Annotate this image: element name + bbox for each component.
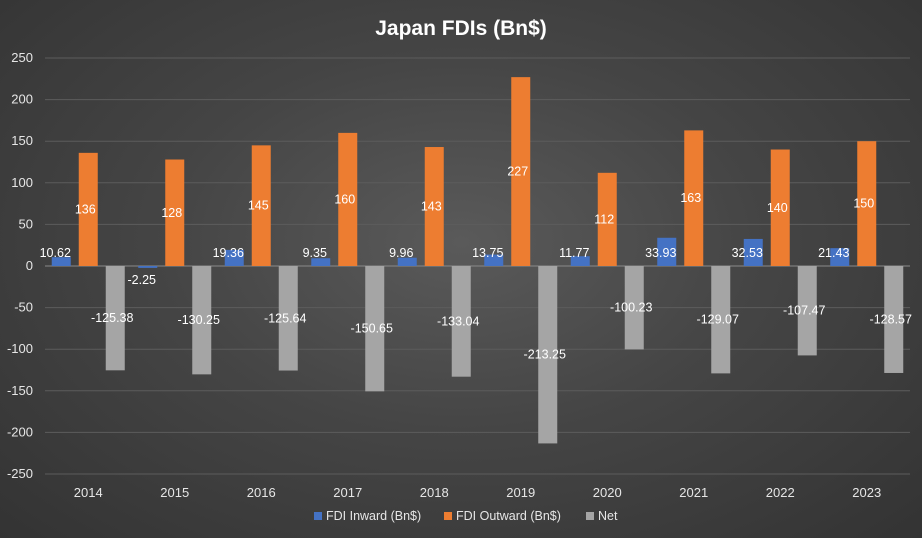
bar-net <box>624 266 644 350</box>
data-labels: 10.62 136 -125.38 -2.25 128 -130.25 19.36 145 -1… <box>40 165 912 362</box>
data-label: 33.93 <box>645 246 676 260</box>
y-tick-label: -100 <box>7 341 33 356</box>
data-label: 145 <box>248 199 269 213</box>
data-label: 10.62 <box>40 246 71 260</box>
bar-fdi-inward <box>657 237 677 266</box>
data-label: -128.57 <box>870 312 912 326</box>
data-label: 150 <box>853 197 874 211</box>
data-label: 9.96 <box>389 246 413 260</box>
bar-net <box>278 266 298 371</box>
bar-fdi-inward <box>51 257 71 266</box>
data-label: -125.38 <box>91 311 133 325</box>
data-label: -129.07 <box>697 313 739 327</box>
y-tick-label: 150 <box>11 133 33 148</box>
chart-title: Japan FDIs (Bn$) <box>375 17 547 40</box>
bar-fdi-outward <box>770 149 790 266</box>
bar-fdi-outward <box>251 145 271 266</box>
x-tick-label: 2022 <box>766 485 795 500</box>
bar-fdi-outward <box>684 130 704 266</box>
y-tick-label: 0 <box>26 258 33 273</box>
y-tick-label: -150 <box>7 383 33 398</box>
bar-fdi-inward <box>570 256 590 266</box>
bar-fdi-inward <box>743 238 763 266</box>
bar-fdi-outward <box>857 141 877 266</box>
data-label: 143 <box>421 200 442 214</box>
bar-net <box>797 266 817 356</box>
legend-label: FDI Outward (Bn$) <box>456 509 561 523</box>
data-label: -125.64 <box>264 311 306 325</box>
x-tick-label: 2017 <box>333 485 362 500</box>
bar-fdi-outward <box>165 159 185 266</box>
data-label: 21.43 <box>818 246 849 260</box>
bar-net <box>451 266 471 377</box>
data-label: 11.77 <box>559 246 589 260</box>
y-tick-label: -200 <box>7 424 33 439</box>
x-axis-ticks: 2014 2015 2016 2017 2018 2019 2020 2021 2022 2023 <box>74 485 881 500</box>
bar-fdi-outward <box>424 147 444 266</box>
y-tick-label: -50 <box>14 300 33 315</box>
bar-fdi-outward <box>338 132 358 266</box>
data-label: 160 <box>334 192 355 206</box>
bar-fdi-inward <box>138 266 158 268</box>
bar-fdi-inward <box>397 257 417 266</box>
legend: FDI Inward (Bn$) FDI Outward (Bn$) Net <box>314 509 618 523</box>
bar-fdi-inward <box>311 258 331 266</box>
y-tick-label: 100 <box>11 175 33 190</box>
data-label: -133.04 <box>437 314 479 328</box>
legend-label: Net <box>598 509 618 523</box>
data-label: -2.25 <box>128 273 157 287</box>
bar-net <box>105 266 125 371</box>
y-tick-label: 250 <box>11 50 33 65</box>
x-tick-label: 2018 <box>420 485 449 500</box>
data-label: 32.53 <box>732 246 763 260</box>
data-label: 19.36 <box>213 246 244 260</box>
legend-swatch <box>314 512 322 520</box>
x-tick-label: 2019 <box>506 485 535 500</box>
bar-net <box>192 266 212 375</box>
data-label: 112 <box>594 212 614 226</box>
gridlines <box>45 57 910 475</box>
x-tick-label: 2016 <box>247 485 276 500</box>
bar-net <box>711 266 731 374</box>
data-label: 136 <box>75 202 96 216</box>
data-label: -107.47 <box>783 304 825 318</box>
bar-net <box>365 266 385 392</box>
x-tick-label: 2023 <box>852 485 881 500</box>
x-tick-label: 2015 <box>160 485 189 500</box>
bar-net <box>538 266 558 444</box>
data-label: 9.35 <box>303 246 327 260</box>
legend-swatch <box>444 512 452 520</box>
data-label: 163 <box>680 191 701 205</box>
data-label: -150.65 <box>351 322 393 336</box>
legend-swatch <box>586 512 594 520</box>
bar-net <box>884 266 904 373</box>
y-tick-label: 200 <box>11 92 33 107</box>
data-label: -213.25 <box>524 348 566 362</box>
x-tick-label: 2021 <box>679 485 708 500</box>
x-tick-label: 2014 <box>74 485 103 500</box>
bar-fdi-outward <box>511 77 531 266</box>
data-label: 227 <box>507 165 528 179</box>
data-label: 140 <box>767 201 788 215</box>
legend-label: FDI Inward (Bn$) <box>326 509 421 523</box>
bar-fdi-outward <box>597 172 617 266</box>
bar-fdi-inward <box>830 248 850 266</box>
data-label: 128 <box>161 206 182 220</box>
bars <box>51 77 904 444</box>
data-label: 13.75 <box>472 246 503 260</box>
x-tick-label: 2020 <box>593 485 622 500</box>
data-label: -100.23 <box>610 301 652 315</box>
y-tick-label: 50 <box>19 216 33 231</box>
bar-fdi-inward <box>484 254 504 266</box>
bar-fdi-inward <box>224 249 244 266</box>
data-label: -130.25 <box>178 313 220 327</box>
bar-fdi-outward <box>78 152 98 266</box>
y-tick-label: -250 <box>7 466 33 481</box>
y-axis-ticks: 250 200 150 100 50 0 -50 -100 -150 -200 -250 <box>7 50 33 481</box>
